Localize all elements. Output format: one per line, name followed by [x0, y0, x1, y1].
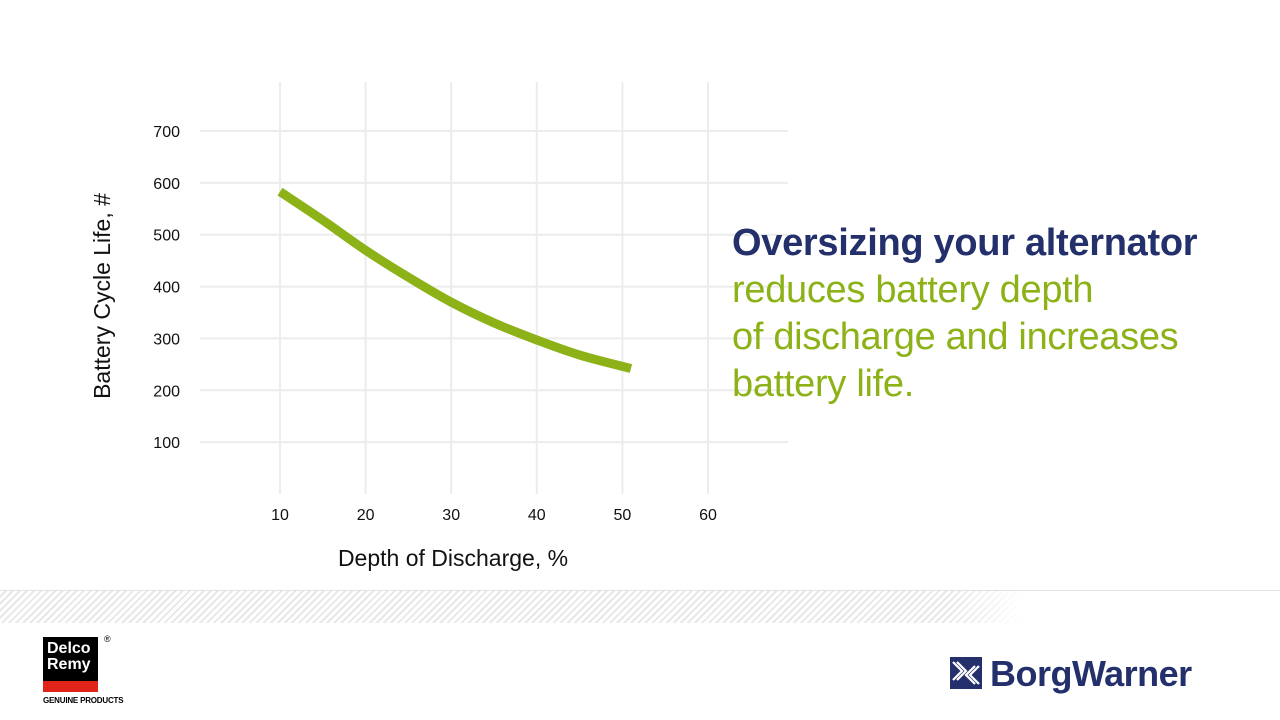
registered-mark: ® — [104, 634, 111, 644]
x-tick-label: 20 — [357, 507, 375, 524]
y-tick-label: 100 — [153, 435, 180, 452]
headline: Oversizing your alternator reduces batte… — [732, 220, 1252, 408]
delco-remy-logo: Delco Remy ® GENUINE PRODUCTS — [43, 634, 124, 707]
delco-remy-red-bar — [43, 681, 98, 692]
x-tick-label: 30 — [442, 507, 460, 524]
genuine-products-tagline: GENUINE PRODUCTS — [43, 696, 124, 705]
headline-line-1: reduces battery depth — [732, 269, 1094, 311]
y-tick-label: 200 — [153, 383, 180, 400]
x-axis-title: Depth of Discharge, % — [338, 545, 568, 571]
x-axis-ticks: 10 20 30 40 50 60 — [271, 507, 717, 524]
series-layer — [277, 187, 633, 373]
borgwarner-mark-icon — [950, 657, 982, 689]
series-line-0 — [277, 187, 633, 373]
vertical-gridlines — [279, 82, 709, 494]
borgwarner-logo: BorgWarner — [950, 653, 1250, 694]
horizontal-gridlines — [200, 130, 788, 444]
y-tick-label: 700 — [153, 124, 180, 141]
footer-divider — [0, 590, 1280, 591]
delco-remy-logo-box: Delco Remy — [43, 637, 98, 681]
delco-logo-text: Delco — [47, 640, 91, 657]
borgwarner-wordmark: BorgWarner — [990, 653, 1192, 694]
headline-line-2: of discharge and increases — [732, 316, 1179, 358]
y-tick-label: 400 — [153, 280, 180, 297]
headline-bold: Oversizing your alternator — [732, 222, 1198, 264]
y-tick-label: 300 — [153, 331, 180, 348]
y-axis-ticks: 100 200 300 400 500 600 700 — [153, 124, 180, 452]
y-tick-label: 500 — [153, 228, 180, 245]
y-tick-label: 600 — [153, 176, 180, 193]
remy-logo-text: Remy — [47, 656, 91, 673]
x-tick-label: 10 — [271, 507, 289, 524]
footer-stripe-band — [0, 591, 1280, 623]
x-tick-label: 50 — [614, 507, 632, 524]
headline-line-3: battery life. — [732, 363, 914, 405]
chart: 100 200 300 400 500 600 700 10 20 30 40 50 60 Depth… — [89, 82, 788, 571]
y-axis-title: Battery Cycle Life, # — [89, 193, 115, 399]
x-tick-label: 40 — [528, 507, 546, 524]
x-tick-label: 60 — [699, 507, 717, 524]
